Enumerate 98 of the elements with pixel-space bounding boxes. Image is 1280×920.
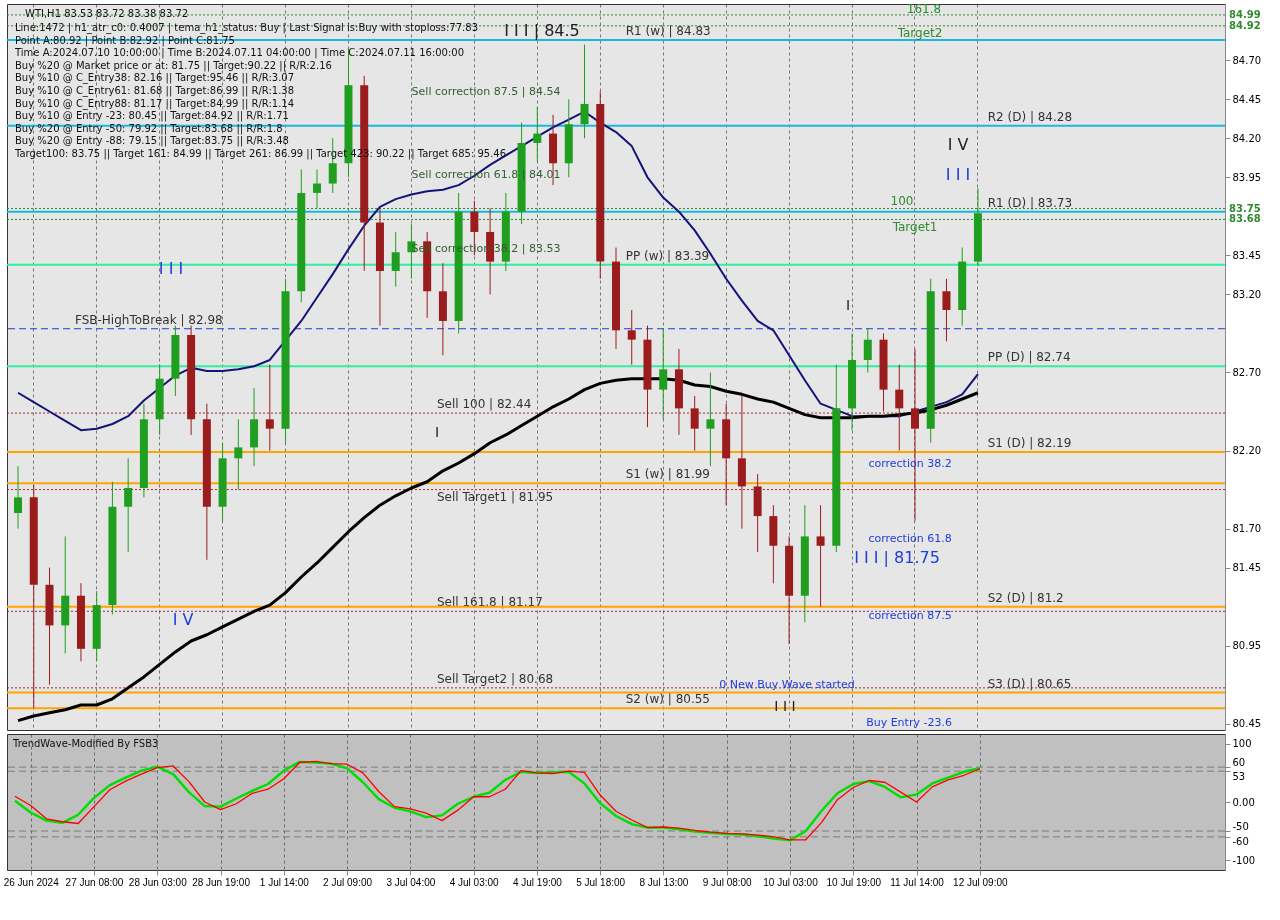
x-tick-label: 9 Jul 08:00: [702, 876, 753, 888]
y-tick-label: 84.70: [1232, 54, 1262, 66]
x-tick-label: 3 Jul 04:00: [386, 876, 436, 888]
candlestick: [863, 328, 872, 373]
ref-line-label: PP (w) | 83.39: [625, 248, 710, 263]
y-tick-label: 60: [1232, 756, 1246, 768]
chart-title: WTI,H1 83.53 83.72 83.38 83.72: [25, 8, 189, 19]
annotation: Buy %10 @ C_Entry38: 82.16 || Target:95.46 || R/R:3.07: [15, 72, 295, 85]
annotation: I I I | 84.5: [504, 21, 580, 40]
annotation: Buy Entry -23.6: [866, 716, 952, 729]
y-tick-label: 80.95: [1232, 640, 1262, 652]
candlestick: [942, 278, 951, 342]
annotation: Buy %10 @ C_Entry88: 81.17 || Target:84.99 || R/R:1.14: [15, 97, 295, 110]
ref-line-label: R1 (w) | 84.83: [625, 23, 711, 38]
ref-line-label: Sell 100 | 82.44: [436, 397, 532, 412]
candlestick: [124, 457, 133, 553]
annotation: I I I: [945, 165, 971, 184]
y-tick-label: 82.70: [1232, 366, 1262, 378]
x-tick-label: 27 Jun 08:00: [65, 876, 124, 888]
ref-line-label: Sell Target1 | 81.95: [436, 489, 554, 504]
candlestick: [234, 418, 243, 491]
ref-line-label: 83.68: [1229, 213, 1261, 225]
annotation: Buy %20 @ Entry -88: 79.15 || Target:83.75 || R/R:3.48: [15, 135, 289, 148]
candlestick: [313, 169, 322, 210]
x-tick-label: 28 Jun 03:00: [128, 876, 188, 888]
x-tick-label: 2 Jul 09:00: [323, 876, 373, 888]
x-tick-label: 4 Jul 19:00: [512, 876, 563, 888]
annotation: 0 New Buy Wave started: [719, 678, 855, 691]
annotation: 100: [890, 194, 914, 208]
y-tick-label: 83.95: [1232, 171, 1262, 183]
candlestick: [533, 106, 542, 163]
x-tick-label: 1 Jul 14:00: [259, 876, 310, 888]
candlestick: [659, 328, 668, 420]
x-tick-label: 12 Jul 09:00: [953, 876, 1008, 888]
y-tick-label: 53: [1232, 770, 1246, 782]
y-tick-label: 100: [1232, 738, 1252, 750]
x-tick-label: 28 Jun 19:00: [192, 876, 251, 888]
y-tick-label: 80.45: [1232, 718, 1262, 730]
y-tick-label: 83.45: [1232, 249, 1262, 261]
ref-line-label: 84.99: [1229, 8, 1261, 20]
ref-line-label: PP (D) | 82.74: [987, 350, 1071, 365]
annotation: Time A:2024.07.10 10:00:00 | Time B:2024.07.11 04:00:00 | Time C:2024.07.11 16:00:00: [14, 47, 465, 60]
annotation: Buy %10 @ C_Entry61: 81.68 || Target:86.99 || R/R:1.38: [15, 85, 295, 97]
annotation: I I I: [158, 259, 184, 278]
annotation: correction 87.5: [868, 609, 952, 622]
chart-title: TrendWave-Modified By FSB3: [12, 738, 159, 749]
candlestick: [391, 231, 400, 288]
annotation: correction 38.2: [868, 457, 952, 470]
annotation: I V: [172, 610, 194, 629]
x-tick-label: 5 Jul 18:00: [576, 876, 626, 888]
y-tick-label: -100: [1232, 854, 1256, 866]
annotation: Sell correction 87.5 | 84.54: [411, 85, 561, 98]
x-tick-label: 10 Jul 19:00: [826, 876, 882, 888]
x-tick-label: 8 Jul 13:00: [639, 876, 689, 888]
annotation: I V: [947, 135, 969, 154]
x-tick-label: 11 Jul 14:00: [890, 876, 945, 888]
candlestick: [14, 465, 23, 530]
ref-line-label: S1 (w) | 81.99: [625, 467, 711, 482]
ref-line-label: R1 (D) | 83.73: [987, 195, 1073, 210]
candlestick: [265, 364, 274, 452]
annotation: Buy %10 @ Entry -23: 80.45 || Target:84.92 || R/R:1.71: [15, 110, 289, 123]
annotation: Buy %20 @ Market price or at: 81.75 || Target:90.22 || R/R:2.16: [15, 59, 332, 72]
ref-line-label: R2 (D) | 84.28: [987, 109, 1073, 124]
ref-line-label: 84.92: [1229, 19, 1261, 31]
candlestick: [706, 371, 715, 467]
annotation: Line:1472 | h1_atr_c0: 0.4007 | tema_h1_status: Buy | Last Signal is:Buy with stoploss:77.83: [15, 22, 478, 34]
ref-line-label: S1 (D) | 82.19: [987, 436, 1072, 451]
y-tick-label: -50: [1232, 820, 1249, 832]
annotation: I I I: [774, 698, 796, 714]
y-tick-label: 81.70: [1232, 523, 1262, 535]
y-tick-label: 0.00: [1232, 796, 1255, 808]
candlestick: [816, 504, 825, 608]
ref-line-label: S2 (w) | 80.55: [625, 692, 711, 707]
candlestick: [690, 395, 699, 452]
x-tick-label: 26 Jun 2024: [3, 876, 60, 888]
annotation: I: [434, 424, 440, 440]
ref-line-label: Sell Target2 | 80.68: [436, 671, 554, 686]
annotation: 161.8: [906, 2, 942, 16]
candlestick: [895, 364, 904, 452]
x-tick-label: 10 Jul 03:00: [763, 876, 819, 888]
ref-line-label: S2 (D) | 81.2: [987, 590, 1064, 605]
annotation: Target1: [891, 220, 938, 234]
annotation: I: [845, 297, 851, 313]
candlestick: [627, 309, 636, 366]
y-tick-label: 81.45: [1232, 562, 1262, 574]
x-tick-label: 4 Jul 03:00: [449, 876, 500, 888]
y-tick-label: 82.20: [1232, 445, 1262, 457]
ref-line-label: FSB-HighToBreak | 82.98: [74, 312, 223, 327]
annotation: correction 61.8: [868, 532, 952, 545]
y-tick-label: -60: [1232, 836, 1249, 848]
annotation: I I I | 81.75: [854, 548, 940, 567]
annotation: Target2: [896, 26, 943, 40]
y-tick-label: 84.20: [1232, 132, 1262, 144]
ref-line-label: 83.75: [1229, 202, 1261, 214]
y-tick-label: 84.45: [1232, 93, 1262, 105]
ref-line-label: S3 (D) | 80.65: [987, 676, 1072, 691]
candlestick: [580, 44, 589, 139]
y-tick-label: 83.20: [1232, 288, 1262, 300]
